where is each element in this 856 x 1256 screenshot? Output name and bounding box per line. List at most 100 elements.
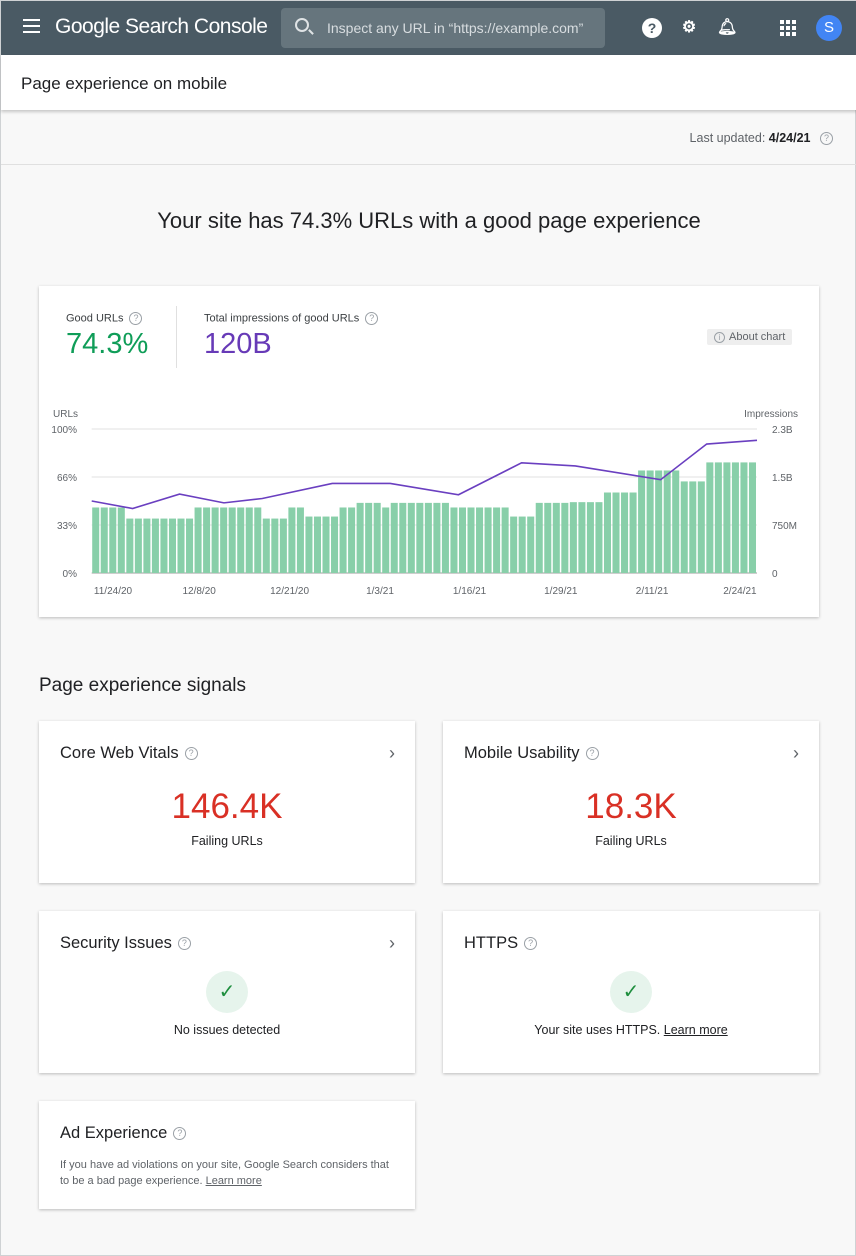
bar	[706, 462, 714, 573]
bar	[117, 507, 125, 573]
bar	[748, 462, 756, 573]
x-tick-label: 11/24/20	[94, 586, 133, 597]
failing-count: 146.4K	[171, 787, 283, 826]
bar	[382, 507, 390, 573]
bar	[177, 518, 185, 573]
help-circle-icon[interactable]: ?	[365, 312, 379, 325]
bar	[603, 492, 611, 573]
page-title: Page experience on mobile	[21, 74, 228, 93]
bar	[100, 507, 108, 573]
app-logo[interactable]: Google Search Console	[55, 15, 268, 38]
help-circle-icon[interactable]: ?	[585, 747, 599, 761]
bar	[305, 516, 313, 573]
bar	[407, 502, 415, 573]
x-tick-label: 12/8/20	[182, 586, 216, 597]
bar	[356, 502, 364, 573]
help-circle-icon[interactable]: ?	[173, 1127, 187, 1141]
bar	[578, 502, 586, 573]
help-circle-icon[interactable]: ?	[524, 937, 538, 951]
bar	[279, 518, 287, 573]
bar	[672, 470, 680, 573]
ad-message: If you have ad violations on your site, …	[60, 1159, 389, 1187]
bar	[194, 507, 202, 573]
bar	[629, 492, 637, 573]
about-chart-button[interactable]: i About chart	[707, 329, 793, 345]
last-updated: Last updated: 4/24/21 ?	[689, 131, 833, 146]
last-updated-label: Last updated:	[689, 131, 766, 145]
bar	[467, 507, 475, 573]
check-icon: ✓	[610, 971, 652, 1013]
good-urls-metric[interactable]: Good URLs? 74.3%	[66, 312, 148, 361]
urls-impressions-chart[interactable]: URLs Impressions 0% 0 33% 750M 66% 1.5B 100% 2.…	[39, 286, 819, 617]
learn-more-link[interactable]: Learn more	[663, 1023, 728, 1037]
bar	[638, 470, 646, 573]
bar	[228, 507, 236, 573]
chevron-right-icon[interactable]: ›	[389, 743, 395, 763]
bar	[518, 516, 526, 573]
chevron-right-icon[interactable]: ›	[389, 933, 395, 953]
admin-settings-icon[interactable]: ⚙	[681, 19, 697, 36]
security-issues-card[interactable]: Security Issues? › ✓ No issues detected	[39, 911, 415, 1073]
card-title: Security Issues	[60, 934, 172, 952]
https-message: Your site uses HTTPS.	[534, 1023, 661, 1037]
right-axis-label: Impressions	[744, 409, 798, 420]
bell-icon[interactable]: 🔔︎	[717, 19, 738, 36]
bar	[399, 502, 407, 573]
bar	[203, 507, 211, 573]
help-circle-icon[interactable]: ?	[129, 312, 143, 325]
menu-icon[interactable]	[23, 19, 40, 33]
card-title: Ad Experience	[60, 1124, 168, 1142]
bar	[544, 502, 552, 573]
bar	[731, 462, 739, 573]
learn-more-link[interactable]: Learn more	[205, 1175, 262, 1187]
left-tick-label: 100%	[51, 425, 77, 436]
avatar[interactable]: S	[816, 15, 842, 41]
bar	[424, 502, 432, 573]
bar	[134, 518, 142, 573]
bar	[271, 518, 279, 573]
failing-label: Failing URLs	[191, 834, 263, 848]
bar	[296, 507, 304, 573]
bar	[288, 507, 296, 573]
chevron-right-icon[interactable]: ›	[793, 743, 799, 763]
left-axis-label: URLs	[53, 409, 78, 420]
help-icon[interactable]: ?	[642, 18, 662, 38]
impressions-metric[interactable]: Total impressions of good URLs? 120B	[204, 312, 379, 361]
bar	[740, 462, 748, 573]
x-tick-label: 2/11/21	[636, 586, 669, 597]
bar	[168, 518, 176, 573]
ad-experience-card: Ad Experience? If you have ad violations…	[39, 1101, 415, 1209]
url-inspection-search[interactable]	[281, 8, 605, 48]
good-urls-label: Good URLs	[66, 312, 124, 325]
bar	[441, 502, 449, 573]
help-circle-icon[interactable]: ?	[177, 937, 191, 951]
x-tick-label: 2/24/21	[723, 586, 757, 597]
bar	[484, 507, 492, 573]
bar	[493, 507, 501, 573]
page-headline: Your site has 74.3% URLs with a good pag…	[157, 208, 701, 233]
metric-divider	[176, 306, 177, 368]
x-tick-label: 12/21/20	[270, 586, 309, 597]
bar	[569, 502, 577, 573]
help-circle-icon[interactable]: ?	[184, 747, 198, 761]
right-tick-label: 0	[772, 569, 778, 580]
card-title: Mobile Usability	[464, 744, 580, 762]
help-circle-icon[interactable]: ?	[820, 132, 833, 146]
status-message: Your site uses HTTPS. Learn more	[443, 1023, 819, 1037]
last-updated-value: 4/24/21	[768, 131, 811, 145]
info-icon: i	[714, 331, 725, 343]
card-title: Core Web Vitals	[60, 744, 179, 762]
bar	[262, 518, 270, 573]
impressions-value: 120B	[204, 328, 272, 360]
bar	[689, 481, 697, 573]
bar	[245, 507, 253, 573]
bar	[220, 507, 228, 573]
bar	[211, 507, 219, 573]
section-heading: Page experience signals	[39, 675, 247, 696]
apps-icon[interactable]	[780, 20, 796, 36]
card-title: HTTPS	[464, 934, 519, 952]
search-input[interactable]	[327, 8, 597, 48]
core-web-vitals-card[interactable]: Core Web Vitals? › 146.4K Failing URLs	[39, 721, 415, 883]
right-tick-label: 2.3B	[772, 425, 793, 436]
mobile-usability-card[interactable]: Mobile Usability? › 18.3K Failing URLs	[443, 721, 819, 883]
